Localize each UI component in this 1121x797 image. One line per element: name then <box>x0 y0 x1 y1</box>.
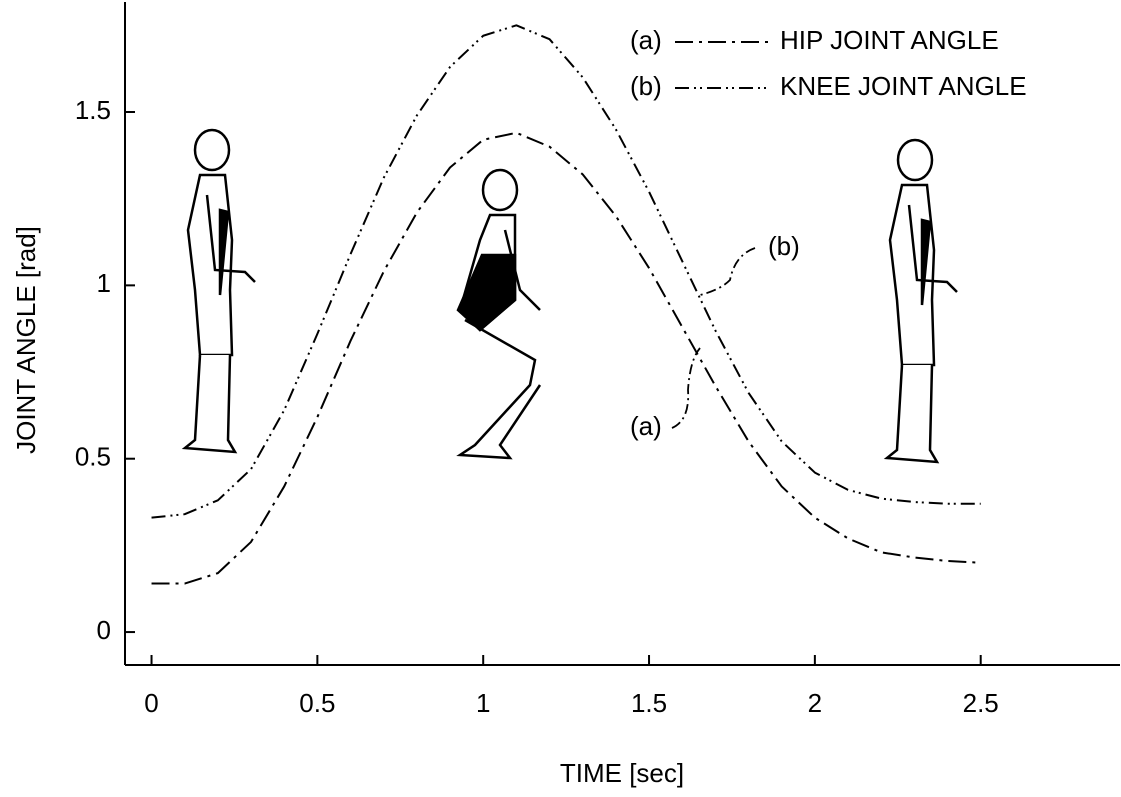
y-tick-label: 1 <box>97 268 111 298</box>
leader-line <box>700 248 755 295</box>
y-axis-label: JOINT ANGLE [rad] <box>11 226 41 454</box>
legend-label: KNEE JOINT ANGLE <box>780 71 1027 101</box>
curve-tag: (b) <box>768 231 800 261</box>
x-tick-label: 1.5 <box>631 688 667 718</box>
chart: (b) (a) TIME [sec] JOINT ANGLE [rad] 0 0.… <box>0 0 1121 797</box>
x-tick-label: 2.5 <box>963 688 999 718</box>
legend-tag: (a) <box>630 25 662 55</box>
x-tick-label: 1 <box>476 688 490 718</box>
y-tick-label: 1.5 <box>75 95 111 125</box>
x-tick-label: 0 <box>144 688 158 718</box>
curve-tag: (a) <box>630 411 662 441</box>
y-tick-label: 0 <box>97 615 111 645</box>
legend-tag: (b) <box>630 71 662 101</box>
figure-standing <box>887 140 957 462</box>
leader-line <box>672 348 700 428</box>
figure-standing <box>185 130 255 452</box>
y-tick-label: 0.5 <box>75 442 111 472</box>
figure-squatting <box>458 170 540 458</box>
x-tick-label: 0.5 <box>299 688 335 718</box>
x-axis-label: TIME [sec] <box>560 758 684 788</box>
x-tick-label: 2 <box>808 688 822 718</box>
line-series <box>152 133 981 584</box>
legend-label: HIP JOINT ANGLE <box>780 25 999 55</box>
